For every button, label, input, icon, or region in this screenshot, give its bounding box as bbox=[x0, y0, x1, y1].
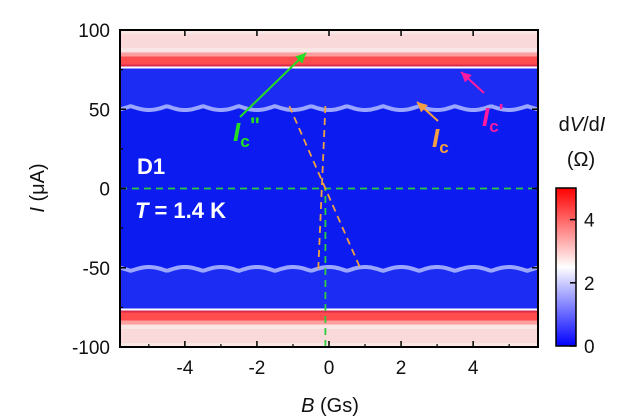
y-tick-label: -100 bbox=[72, 338, 110, 359]
y-tick-label: -50 bbox=[83, 259, 110, 280]
colorbar-unit: (Ω) bbox=[567, 149, 595, 171]
temperature-label: T = 1.4 K bbox=[135, 198, 226, 223]
switching-line-top bbox=[120, 104, 538, 112]
colorbar-tick-label: 4 bbox=[584, 211, 595, 232]
guide-orange-diagonal bbox=[288, 105, 363, 272]
colorbar-tick-label: 0 bbox=[584, 337, 595, 358]
colorbar-label: dV/dI bbox=[559, 114, 606, 136]
x-axis-label: B (Gs) bbox=[301, 395, 359, 417]
normal-wisp-bottom bbox=[120, 329, 538, 343]
ic-label: Ic bbox=[432, 123, 449, 157]
x-tick-label: -2 bbox=[248, 358, 265, 379]
y-tick-label: 50 bbox=[89, 100, 110, 121]
switching-band-bottom bbox=[120, 267, 538, 311]
arrow-ic bbox=[416, 101, 439, 122]
y-axis-label: I (μA) bbox=[27, 163, 49, 212]
ic-prime-label: Ic' bbox=[482, 101, 503, 136]
y-tick-label: 100 bbox=[78, 21, 110, 42]
device-label: D1 bbox=[137, 154, 165, 179]
colorbar-tick-label: 2 bbox=[584, 274, 595, 295]
x-tick-label: 0 bbox=[324, 358, 335, 379]
guide-orange-vertical bbox=[317, 106, 327, 271]
retrapping-band-bottom bbox=[120, 310, 538, 321]
retrapping-band-top bbox=[120, 56, 538, 67]
x-tick-label: 4 bbox=[468, 358, 479, 379]
x-tick-label: -4 bbox=[176, 358, 193, 379]
switching-band-top bbox=[120, 66, 538, 110]
arrow-ic-double-prime bbox=[239, 52, 307, 118]
switching-line-bottom bbox=[120, 265, 538, 273]
retrapping-halo-top bbox=[120, 52, 538, 57]
y-axis: -100 -50 0 50 100 bbox=[72, 21, 538, 359]
annotation-arrows bbox=[239, 52, 485, 122]
guide-lines bbox=[120, 105, 538, 347]
ic-double-prime-label: Ic" bbox=[233, 113, 260, 151]
y-tick-label: 0 bbox=[99, 180, 110, 201]
x-axis: -4 -2 0 2 4 bbox=[148, 30, 510, 379]
x-tick-label: 2 bbox=[396, 358, 407, 379]
retrapping-halo-bottom bbox=[120, 320, 538, 325]
arrow-ic-prime bbox=[460, 71, 485, 94]
colorbar bbox=[555, 187, 577, 347]
normal-wisp-top bbox=[120, 34, 538, 48]
colorbar-ticks: 0 2 4 bbox=[570, 211, 595, 358]
